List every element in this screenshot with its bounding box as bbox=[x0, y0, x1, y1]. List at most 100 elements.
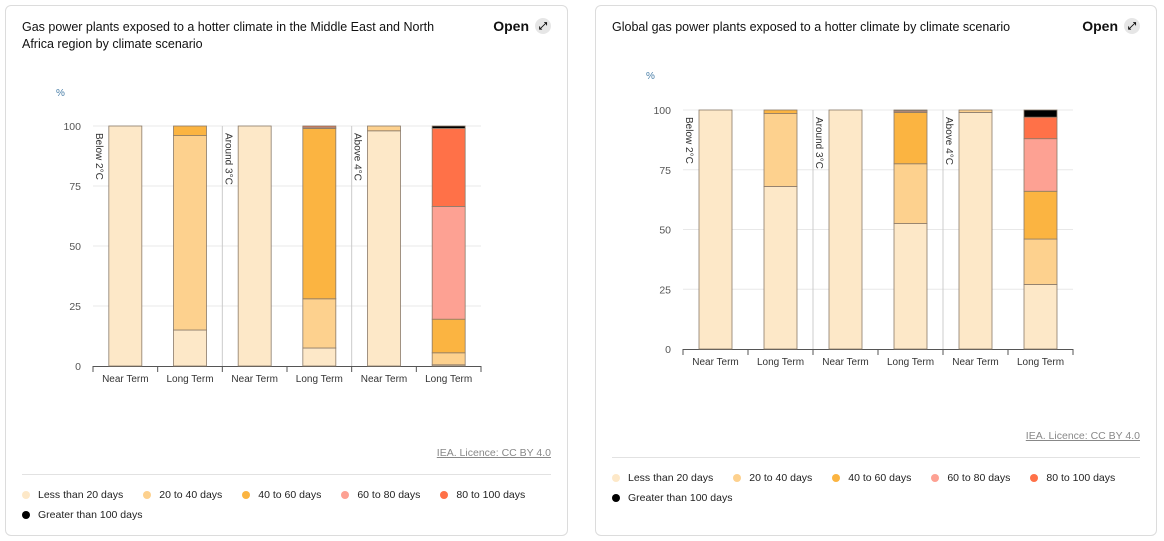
x-tick-label: Near Term bbox=[822, 357, 869, 368]
y-axis-label: % bbox=[56, 88, 65, 99]
bar-segment bbox=[893, 163, 928, 224]
x-tick-label: Near Term bbox=[361, 374, 408, 385]
y-tick-label: 50 bbox=[659, 225, 671, 237]
bar-segment bbox=[367, 125, 401, 132]
bar-segment bbox=[431, 352, 466, 366]
group-label: Around 3°C bbox=[813, 117, 824, 169]
chart-card-mena: Gas power plants exposed to a hotter cli… bbox=[5, 5, 568, 536]
licence-link[interactable]: IEA. Licence: CC BY 4.0 bbox=[436, 447, 551, 459]
chart-svg: % 0 25 50 75 100 Below 2°C Around 3°C Above 4°C N… bbox=[56, 88, 482, 385]
legend-label: 40 to 60 days bbox=[258, 489, 322, 501]
legend-swatch bbox=[1030, 474, 1039, 482]
legend-item[interactable]: Greater than 100 days bbox=[22, 509, 142, 521]
x-tick-label: Near Term bbox=[952, 357, 999, 368]
open-button[interactable]: Open ⤢ bbox=[1082, 18, 1140, 34]
bar-segment bbox=[1023, 138, 1058, 192]
bar-segment bbox=[173, 329, 207, 367]
bar-segment bbox=[763, 109, 798, 114]
y-tick-label: 50 bbox=[69, 241, 81, 253]
x-tick-label: Long Term bbox=[296, 374, 343, 385]
bar-segment bbox=[763, 186, 798, 350]
legend-item[interactable]: 80 to 100 days bbox=[1030, 472, 1115, 484]
legend-swatch bbox=[242, 491, 251, 499]
legend-item[interactable]: 40 to 60 days bbox=[242, 489, 321, 501]
y-tick-label: 25 bbox=[69, 301, 81, 313]
legend-item[interactable]: Less than 20 days bbox=[22, 489, 123, 501]
legend-swatch bbox=[733, 474, 742, 482]
chart-title: Gas power plants exposed to a hotter cli… bbox=[22, 20, 435, 51]
legend-swatch bbox=[832, 474, 841, 482]
bar-segment bbox=[237, 125, 272, 367]
bar-segment bbox=[1023, 284, 1058, 350]
x-tick-label: Long Term bbox=[1017, 357, 1064, 368]
group-label: Below 2°C bbox=[683, 117, 694, 164]
x-tick-label: Near Term bbox=[102, 374, 149, 385]
x-tick-label: Near Term bbox=[692, 357, 739, 368]
y-tick-label: 25 bbox=[659, 284, 671, 296]
legend-label: 60 to 80 days bbox=[357, 489, 421, 501]
bar-segment bbox=[893, 223, 928, 350]
open-label: Open bbox=[1082, 18, 1118, 34]
bar-segment bbox=[302, 128, 337, 300]
divider bbox=[612, 457, 1140, 458]
divider bbox=[22, 474, 551, 475]
bar-segment bbox=[958, 111, 993, 350]
licence-link[interactable]: IEA. Licence: CC BY 4.0 bbox=[1025, 430, 1140, 442]
legend-item[interactable]: Less than 20 days bbox=[612, 472, 713, 484]
bar-segment bbox=[958, 109, 993, 113]
legend-item[interactable]: 40 to 60 days bbox=[832, 472, 911, 484]
bar-segment bbox=[302, 125, 337, 128]
bar-segment bbox=[1023, 238, 1058, 285]
legend-item[interactable]: 60 to 80 days bbox=[931, 472, 1010, 484]
legend-item[interactable]: 20 to 40 days bbox=[143, 489, 222, 501]
expand-icon: ⤢ bbox=[535, 18, 551, 34]
bar-segment bbox=[431, 128, 466, 207]
group-label: Above 4°C bbox=[352, 133, 363, 181]
x-tick-label: Long Term bbox=[166, 374, 213, 385]
bar-segment bbox=[302, 298, 337, 349]
y-tick-label: 0 bbox=[665, 344, 671, 356]
x-tick-label: Long Term bbox=[887, 357, 934, 368]
bar-segment bbox=[698, 109, 733, 350]
legend-swatch bbox=[143, 491, 152, 499]
y-tick-label: 75 bbox=[659, 165, 671, 177]
legend-label: 40 to 60 days bbox=[848, 472, 912, 484]
legend: Less than 20 days 20 to 40 days 40 to 60 d… bbox=[612, 472, 1140, 504]
y-tick-label: 0 bbox=[75, 361, 81, 373]
y-tick-label: 100 bbox=[653, 105, 671, 117]
legend-item[interactable]: 80 to 100 days bbox=[440, 489, 525, 501]
bar-segment bbox=[173, 125, 207, 137]
bar-segment bbox=[431, 125, 466, 129]
legend-label: 80 to 100 days bbox=[1046, 472, 1116, 484]
bar-segment bbox=[1023, 116, 1058, 140]
legend-swatch bbox=[440, 491, 449, 499]
legend-label: 20 to 40 days bbox=[159, 489, 223, 501]
legend-item[interactable]: 60 to 80 days bbox=[341, 489, 420, 501]
bar-segment bbox=[1023, 109, 1058, 118]
expand-icon: ⤢ bbox=[1124, 18, 1140, 34]
chart-card-global: Global gas power plants exposed to a hot… bbox=[595, 5, 1157, 536]
bar-segment bbox=[763, 113, 798, 187]
legend-label: Greater than 100 days bbox=[628, 492, 733, 504]
legend-swatch bbox=[22, 491, 30, 499]
bar-segment bbox=[1023, 190, 1058, 240]
chart-svg: % 0 25 50 75 100 Below 2°C Around 3°C Above 4°C N… bbox=[646, 71, 1074, 368]
y-tick-label: 100 bbox=[63, 121, 81, 133]
legend: Less than 20 days 20 to 40 days 40 to 60 d… bbox=[22, 489, 551, 521]
legend-item[interactable]: Greater than 100 days bbox=[612, 492, 732, 504]
bar-segment bbox=[173, 135, 207, 331]
legend-swatch bbox=[931, 474, 940, 482]
legend-label: Less than 20 days bbox=[38, 489, 124, 501]
y-axis-label: % bbox=[646, 71, 655, 82]
open-button[interactable]: Open ⤢ bbox=[493, 18, 551, 34]
legend-item[interactable]: 20 to 40 days bbox=[733, 472, 812, 484]
chart-title: Global gas power plants exposed to a hot… bbox=[612, 20, 1011, 34]
open-label: Open bbox=[493, 18, 529, 34]
x-tick-label: Near Term bbox=[231, 374, 278, 385]
bar-segment bbox=[431, 318, 466, 354]
bar-segment bbox=[108, 125, 143, 367]
group-label: Below 2°C bbox=[93, 133, 104, 180]
x-tick-label: Long Term bbox=[425, 374, 472, 385]
bar-segment bbox=[893, 111, 928, 165]
legend-label: Less than 20 days bbox=[628, 472, 714, 484]
